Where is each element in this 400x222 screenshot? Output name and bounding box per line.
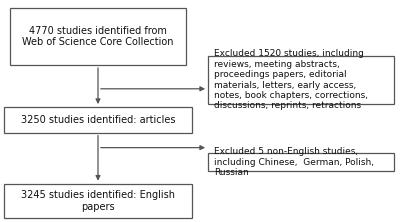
FancyBboxPatch shape [10, 8, 186, 65]
FancyBboxPatch shape [4, 184, 192, 218]
FancyBboxPatch shape [208, 153, 394, 171]
Text: Excluded 1520 studies, including
reviews, meeting abstracts,
proceedings papers,: Excluded 1520 studies, including reviews… [214, 50, 368, 110]
Text: Excluded 5 non-English studies,
including Chinese,  German, Polish,
Russian: Excluded 5 non-English studies, includin… [214, 147, 374, 177]
FancyBboxPatch shape [208, 56, 394, 104]
Text: 3250 studies identified: articles: 3250 studies identified: articles [21, 115, 175, 125]
Text: 4770 studies identified from
Web of Science Core Collection: 4770 studies identified from Web of Scie… [22, 26, 174, 48]
Text: 3245 studies identified: English
papers: 3245 studies identified: English papers [21, 190, 175, 212]
FancyBboxPatch shape [4, 107, 192, 133]
